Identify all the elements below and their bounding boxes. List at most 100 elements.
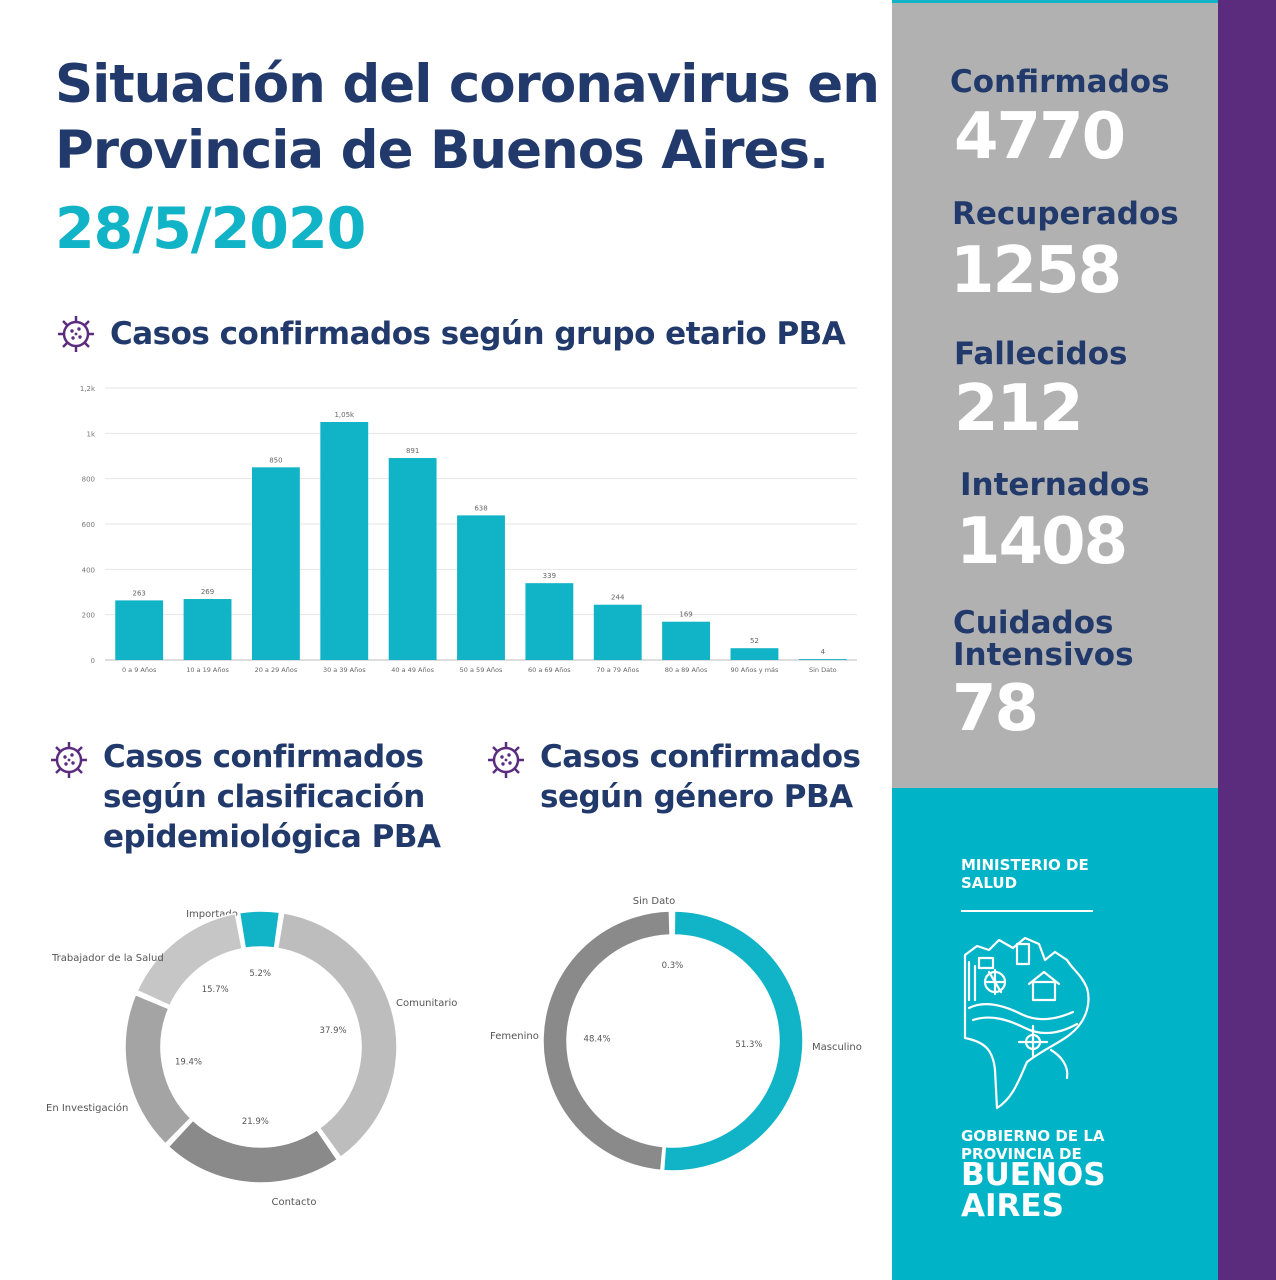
bar xyxy=(798,659,847,660)
gov-name-small: GOBIERNO DE LA PROVINCIA DE xyxy=(961,1127,1161,1163)
slice-percent-label: 19.4% xyxy=(175,1058,202,1068)
slice-name-label: Trabajador de la Salud xyxy=(51,953,164,964)
purple-stripe xyxy=(1218,0,1276,1280)
epi-title-line-3: epidemiológica PBA xyxy=(103,819,441,855)
y-tick-label: 1,2k xyxy=(80,385,96,393)
y-tick-label: 800 xyxy=(82,476,95,484)
y-tick-label: 0 xyxy=(91,657,95,665)
epi-section-title: Casos confirmados según clasificación ep… xyxy=(103,737,441,857)
stat-label-internados: Internados xyxy=(960,467,1150,503)
bar-value-label: 269 xyxy=(201,588,214,596)
gender-title-line-1: Casos confirmados xyxy=(540,739,861,775)
stat-label-intensivos: Intensivos xyxy=(953,637,1134,673)
bar-value-label: 169 xyxy=(679,611,692,619)
virus-icon xyxy=(51,742,87,778)
title-line-2: Provincia de Buenos Aires. xyxy=(55,120,829,181)
y-tick-label: 200 xyxy=(82,612,95,620)
bar-value-label: 4 xyxy=(821,648,826,656)
bar xyxy=(183,599,232,660)
stat-label-recuperados: Recuperados xyxy=(952,196,1179,232)
slice-name-label: Femenino xyxy=(490,1031,539,1042)
ministry-line-1: MINISTERIO DE xyxy=(961,856,1089,874)
bar xyxy=(525,583,574,660)
title-line-1: Situación del coronavirus en xyxy=(55,54,880,115)
stat-label-cuidados-intensivos: Cuidados Intensivos xyxy=(953,607,1134,671)
slice-percent-label: 5.2% xyxy=(249,969,271,979)
page-title: Situación del coronavirus en Provincia d… xyxy=(55,52,880,184)
bar xyxy=(388,458,437,660)
bar-value-label: 52 xyxy=(750,637,759,645)
x-tick-label: Sin Dato xyxy=(809,666,837,674)
donut-slice xyxy=(542,910,671,1172)
bar-value-label: 263 xyxy=(132,589,145,597)
slice-name-label: En Investigación xyxy=(46,1102,128,1114)
branding-panel xyxy=(892,788,1218,1280)
age-bar-chart: 0 200 400 600 800 1k 1,2k 263 0 a 9 Años 269 10 a… xyxy=(80,385,857,674)
bar-value-label: 1,05k xyxy=(334,411,355,419)
slice-percent-label: 15.7% xyxy=(202,985,229,995)
x-tick-label: 20 a 29 Años xyxy=(255,666,298,674)
gender-title-line-2: según género PBA xyxy=(540,779,853,815)
x-tick-label: 60 a 69 Años xyxy=(528,666,571,674)
stats-panel xyxy=(892,0,1218,788)
stat-label-confirmados: Confirmados xyxy=(950,64,1170,100)
bar xyxy=(320,422,369,660)
y-tick-label: 600 xyxy=(82,521,95,529)
report-date: 28/5/2020 xyxy=(55,196,366,262)
gov-line-2: PROVINCIA DE xyxy=(961,1145,1082,1163)
ministry-name: MINISTERIO DE SALUD xyxy=(961,856,1101,892)
slice-name-label: Comunitario xyxy=(396,998,457,1009)
gov-line-4: AIRES xyxy=(961,1188,1064,1224)
gender-donut-chart: 0.3% Sin Dato 51.3% Masculino 48.4% Femenino xyxy=(490,896,862,1172)
slice-name-label: Masculino xyxy=(812,1042,862,1053)
x-tick-label: 30 a 39 Años xyxy=(323,666,366,674)
bar xyxy=(251,467,300,660)
slice-name-label: Importado xyxy=(186,909,238,920)
bar xyxy=(115,600,164,660)
bar xyxy=(593,604,642,660)
virus-icon xyxy=(58,316,94,352)
ministry-line-2: SALUD xyxy=(961,874,1018,892)
slice-name-label: Sin Dato xyxy=(633,896,676,907)
bar xyxy=(662,621,711,660)
stat-value-internados: 1408 xyxy=(956,505,1128,579)
stat-value-cuidados-intensivos: 78 xyxy=(952,672,1039,746)
ministry-divider xyxy=(961,910,1093,912)
stat-value-fallecidos: 212 xyxy=(954,372,1084,446)
x-tick-label: 80 a 89 Años xyxy=(665,666,708,674)
x-tick-label: 0 a 9 Años xyxy=(122,666,157,674)
bar xyxy=(730,648,779,660)
gov-line-3: BUENOS xyxy=(961,1157,1106,1193)
bar-value-label: 339 xyxy=(543,572,556,580)
slice-percent-label: 21.9% xyxy=(242,1117,269,1127)
gov-line-1: GOBIERNO DE LA xyxy=(961,1127,1105,1145)
stat-value-confirmados: 4770 xyxy=(954,100,1126,174)
x-tick-label: 10 a 19 Años xyxy=(186,666,229,674)
donut-slice xyxy=(238,910,281,950)
donut-slice xyxy=(276,912,398,1158)
slice-percent-label: 37.9% xyxy=(320,1026,347,1036)
stats-panel-top-rule xyxy=(892,0,1218,3)
slice-percent-label: 0.3% xyxy=(662,961,684,971)
donut-slice xyxy=(124,993,192,1145)
x-tick-label: 40 a 49 Años xyxy=(391,666,434,674)
donut-slice xyxy=(662,910,804,1172)
epi-title-line-2: según clasificación xyxy=(103,779,425,815)
donut-slice xyxy=(136,912,243,1007)
province-map-logo xyxy=(963,936,1090,1110)
stat-label-cuidados: Cuidados xyxy=(953,605,1114,641)
y-tick-label: 1k xyxy=(86,430,95,438)
stat-value-recuperados: 1258 xyxy=(950,234,1122,308)
y-tick-label: 400 xyxy=(82,566,95,574)
bar-value-label: 891 xyxy=(406,447,419,455)
bar-value-label: 638 xyxy=(474,504,487,512)
virus-icon xyxy=(488,742,524,778)
slice-percent-label: 48.4% xyxy=(584,1035,611,1045)
gov-name-big: BUENOS AIRES xyxy=(961,1160,1161,1222)
x-tick-label: 90 Años y más xyxy=(730,666,779,674)
epi-title-line-1: Casos confirmados xyxy=(103,739,424,775)
x-tick-label: 70 a 79 Años xyxy=(596,666,639,674)
epi-donut-chart: 5.2% Importado 37.9% Comunitario 21.9% Contac… xyxy=(46,909,457,1208)
gender-section-title: Casos confirmados según género PBA xyxy=(540,737,861,817)
slice-percent-label: 51.3% xyxy=(735,1040,762,1050)
